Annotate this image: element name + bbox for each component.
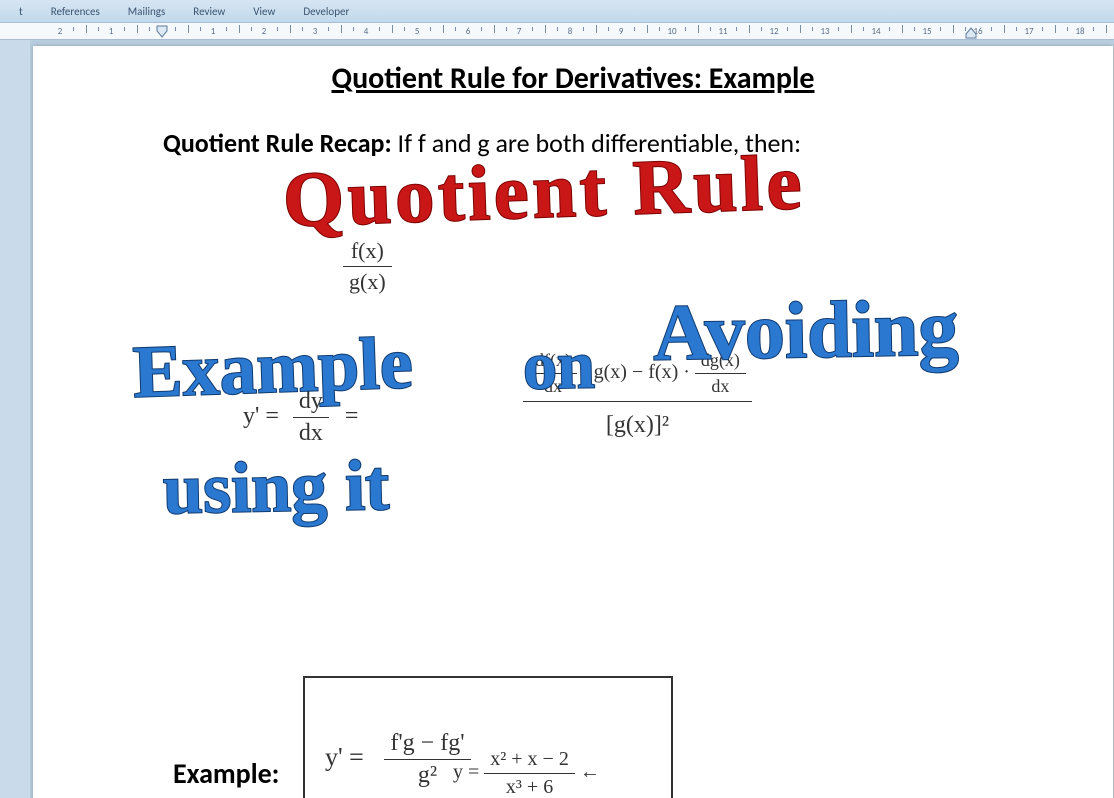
ruler-number: 2 [58, 26, 63, 37]
ruler-number: 13 [820, 26, 829, 37]
ruler-number: 1 [109, 26, 114, 37]
tab-t[interactable]: t [5, 1, 37, 22]
ruler-number: 9 [619, 26, 624, 37]
tab-view[interactable]: View [239, 1, 289, 22]
tab-review[interactable]: Review [179, 1, 239, 22]
formula-f-over-g: f(x)g(x) [343, 236, 392, 297]
ruler-number: 1 [211, 26, 216, 37]
formula-big-quotient: df(x)dx · g(x) − f(x) · dg(x)dx [g(x)]² [523, 346, 752, 441]
page[interactable]: Quotient Rule for Derivatives: Example Q… [33, 46, 1113, 798]
ruler-number: 2 [262, 26, 267, 37]
ruler-number: 10 [667, 26, 676, 37]
ruler-number: 11 [718, 26, 727, 37]
ruler-number: 8 [568, 26, 573, 37]
recap-text: If f and g are both differentiable, then… [392, 127, 801, 159]
ruler-number: 4 [364, 26, 369, 37]
ribbon-tabs: t References Mailings Review View Develo… [0, 0, 1114, 22]
right-indent-marker[interactable] [965, 27, 975, 39]
tab-references[interactable]: References [37, 1, 114, 22]
horizontal-ruler[interactable]: 21012345678910111213141516171819 [0, 22, 1114, 40]
handwritten-formulas: f(x)g(x) y' = dydx = df(x)dx · g(x) − f(… [183, 206, 963, 746]
ruler-number: 6 [466, 26, 471, 37]
formula-yprime: y' = dydx = [243, 386, 358, 449]
example-label: Example: [173, 756, 279, 791]
recap-paragraph: Quotient Rule Recap: If f and g are both… [163, 127, 993, 161]
example-expression: y = x² + x − 2x³ + 6 ← [453, 746, 600, 798]
ruler-number: 18 [1075, 26, 1084, 37]
document-area: Quotient Rule for Derivatives: Example Q… [30, 40, 1114, 798]
ruler-number: 3 [313, 26, 318, 37]
recap-bold: Quotient Rule Recap: [163, 127, 392, 159]
ruler-number: 5 [415, 26, 420, 37]
tab-developer[interactable]: Developer [289, 1, 363, 22]
ruler-number: 14 [871, 26, 880, 37]
indent-marker[interactable] [156, 25, 166, 37]
ruler-number: 15 [922, 26, 931, 37]
tab-mailings[interactable]: Mailings [114, 1, 180, 22]
page-title: Quotient Rule for Derivatives: Example [33, 60, 1113, 97]
ruler-number: 12 [769, 26, 778, 37]
ruler-number: 17 [1024, 26, 1033, 37]
ruler-number: 7 [517, 26, 522, 37]
